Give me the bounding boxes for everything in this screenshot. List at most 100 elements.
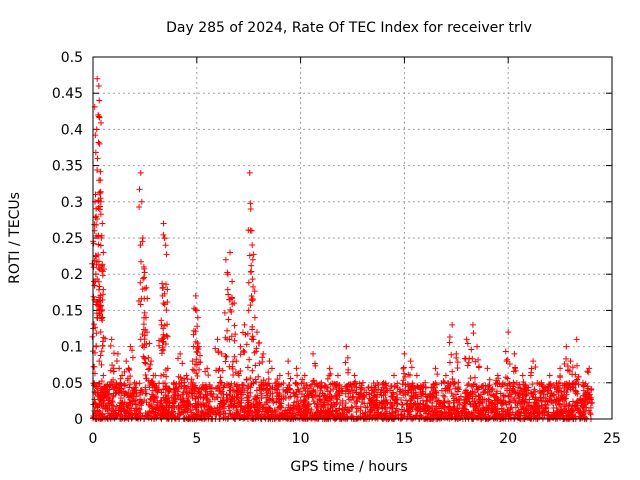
cluster-point bbox=[587, 396, 594, 403]
baseline-point bbox=[307, 410, 314, 417]
baseline-point bbox=[550, 415, 557, 422]
baseline-point bbox=[521, 409, 528, 416]
cluster-point bbox=[91, 321, 98, 328]
baseline-point bbox=[465, 393, 472, 400]
data-point bbox=[249, 256, 256, 263]
cluster-point bbox=[399, 381, 406, 388]
cluster-point bbox=[118, 381, 125, 388]
cluster-point bbox=[222, 358, 229, 365]
baseline-point bbox=[117, 395, 124, 402]
baseline-point bbox=[505, 392, 512, 399]
cluster-point bbox=[246, 252, 253, 259]
baseline-point bbox=[548, 398, 555, 405]
baseline-point bbox=[541, 401, 548, 408]
data-point bbox=[407, 358, 414, 365]
data-point bbox=[139, 235, 146, 241]
baseline-point bbox=[134, 413, 141, 420]
data-point bbox=[152, 372, 159, 379]
cluster-point bbox=[278, 395, 285, 402]
x-tick-label: 10 bbox=[292, 431, 310, 447]
baseline-point bbox=[406, 406, 413, 413]
baseline-point bbox=[335, 406, 342, 413]
baseline-point bbox=[219, 394, 226, 401]
baseline-point bbox=[451, 395, 458, 402]
baseline-point bbox=[408, 386, 415, 393]
baseline-point bbox=[229, 387, 236, 394]
baseline-point bbox=[439, 403, 446, 410]
cluster-point bbox=[585, 369, 592, 376]
cluster-point bbox=[446, 359, 453, 366]
cluster-point bbox=[253, 379, 260, 386]
cluster-point bbox=[213, 367, 220, 374]
cluster-point bbox=[432, 387, 439, 394]
cluster-point bbox=[140, 353, 147, 360]
cluster-point bbox=[423, 393, 430, 400]
data-point bbox=[162, 242, 169, 249]
cluster-point bbox=[369, 405, 376, 412]
cluster-point bbox=[243, 377, 250, 384]
baseline-point bbox=[269, 408, 276, 415]
baseline-point bbox=[556, 400, 563, 407]
baseline-point bbox=[394, 400, 401, 407]
baseline-point bbox=[212, 411, 219, 418]
baseline-point bbox=[527, 405, 534, 412]
data-point bbox=[351, 372, 358, 379]
cluster-point bbox=[544, 390, 551, 397]
data-point bbox=[164, 365, 171, 372]
baseline-point bbox=[224, 396, 231, 403]
baseline-point bbox=[387, 404, 394, 411]
cluster-point bbox=[274, 376, 281, 383]
baseline-point bbox=[329, 408, 336, 415]
baseline-point bbox=[227, 399, 234, 406]
x-tick-labels: 0 5 10 15 20 25 bbox=[89, 431, 621, 447]
y-tick-label: 0.4 bbox=[61, 122, 83, 138]
baseline-point bbox=[526, 415, 533, 422]
baseline-point bbox=[419, 397, 426, 404]
baseline-point bbox=[405, 383, 412, 390]
cluster-point bbox=[342, 359, 349, 366]
cluster-point bbox=[546, 387, 553, 394]
baseline-point bbox=[223, 391, 230, 398]
baseline-point bbox=[407, 415, 414, 422]
baseline-point bbox=[464, 389, 471, 396]
data-point bbox=[94, 155, 101, 162]
cluster-point bbox=[97, 190, 104, 197]
cluster-point bbox=[409, 380, 416, 387]
cluster-point bbox=[245, 227, 252, 234]
cluster-point bbox=[252, 362, 259, 369]
cluster-point bbox=[95, 265, 102, 272]
cluster-point bbox=[140, 326, 147, 333]
baseline-point bbox=[441, 409, 448, 416]
cluster-point bbox=[164, 333, 171, 340]
cluster-point bbox=[256, 360, 263, 367]
cluster-point bbox=[345, 369, 352, 376]
baseline-point bbox=[561, 389, 568, 396]
baseline-point bbox=[192, 395, 199, 402]
cluster-point bbox=[174, 388, 181, 395]
baseline-point bbox=[562, 395, 569, 402]
cluster-point bbox=[561, 380, 568, 387]
baseline-point bbox=[461, 412, 468, 419]
cluster-point bbox=[94, 166, 101, 173]
baseline-point bbox=[109, 406, 116, 413]
cluster-point bbox=[172, 391, 179, 398]
data-layer bbox=[89, 75, 596, 422]
cluster-point bbox=[138, 258, 145, 265]
data-point bbox=[94, 75, 101, 82]
baseline-point bbox=[169, 409, 176, 416]
cluster-point bbox=[574, 376, 581, 383]
baseline-point bbox=[445, 403, 452, 410]
data-point bbox=[100, 249, 107, 256]
data-point bbox=[241, 321, 248, 328]
baseline-point bbox=[490, 407, 497, 414]
cluster-point bbox=[358, 385, 365, 392]
baseline-point bbox=[231, 414, 238, 421]
baseline-point bbox=[567, 410, 574, 417]
baseline-point bbox=[291, 402, 298, 409]
cluster-point bbox=[142, 360, 149, 367]
cluster-point bbox=[449, 368, 456, 375]
baseline-point bbox=[242, 402, 249, 409]
cluster-point bbox=[129, 347, 136, 354]
x-tick-label: 5 bbox=[192, 431, 201, 447]
data-point bbox=[231, 300, 238, 307]
